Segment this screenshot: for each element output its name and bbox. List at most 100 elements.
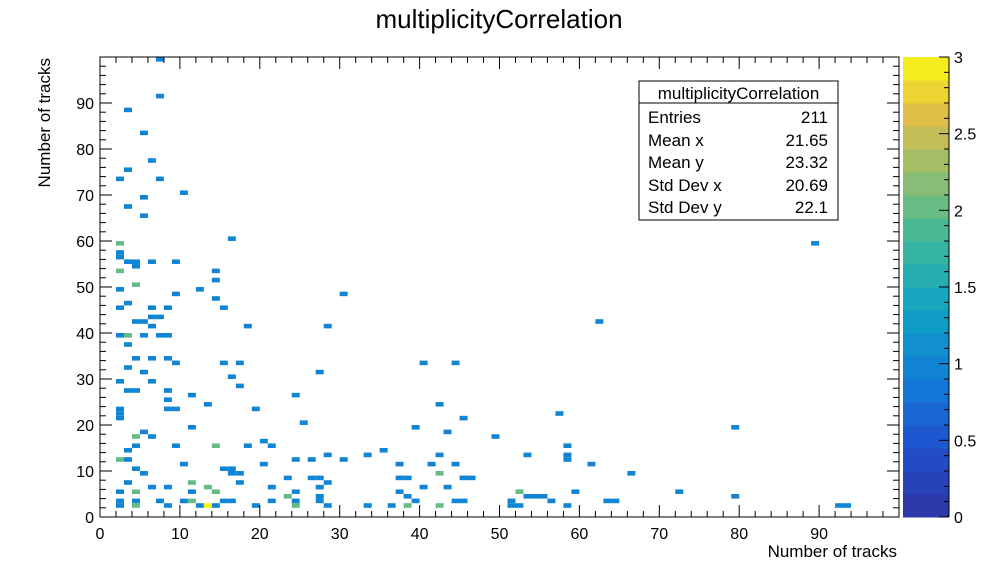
heatmap-bin <box>219 360 228 366</box>
heatmap-bin <box>235 360 244 366</box>
heatmap-bin <box>123 259 132 264</box>
heatmap-bin <box>523 452 532 458</box>
stats-label-std-dev-y: Std Dev y <box>648 198 722 217</box>
colorbar-tick-label: 3 <box>954 50 963 67</box>
heatmap-bin <box>147 434 156 439</box>
colorbar-segment <box>903 218 949 242</box>
heatmap-bin <box>259 461 268 467</box>
stats-value-std-dev-x: 20.69 <box>785 176 828 195</box>
colorbar-segment <box>903 471 949 495</box>
heatmap-bin <box>843 503 852 508</box>
heatmap-bin <box>147 379 156 384</box>
heatmap-bin <box>403 475 412 481</box>
colorbar-tick-label: 0.5 <box>954 433 976 450</box>
colorbar-tick-label: 2.5 <box>954 127 976 144</box>
heatmap-bin <box>155 57 164 62</box>
colorbar-segment <box>903 287 949 311</box>
stats-label-mean-x: Mean x <box>648 131 704 150</box>
heatmap-bin <box>315 475 324 481</box>
heatmap-bin <box>211 268 220 274</box>
heatmap-bin <box>195 503 204 508</box>
heatmap-bin <box>419 484 428 490</box>
heatmap-bin <box>139 213 148 218</box>
x-tick-label: 50 <box>491 526 509 543</box>
heatmap-bin <box>155 314 164 320</box>
heatmap-bin <box>243 323 252 329</box>
heatmap-bin <box>155 176 164 182</box>
heatmap-bin <box>163 406 172 412</box>
heatmap-bin <box>131 264 140 269</box>
heatmap-bin <box>315 484 324 490</box>
heatmap-bin <box>235 471 244 476</box>
heatmap-bin <box>123 448 132 453</box>
heatmap-bin <box>131 489 140 494</box>
heatmap-bin <box>315 369 324 375</box>
heatmap-bin <box>115 305 124 310</box>
heatmap-bin <box>163 484 172 490</box>
heatmap-bin <box>547 498 556 504</box>
bins-layer <box>115 57 852 508</box>
heatmap-bin <box>571 489 580 494</box>
colorbar-segment <box>903 310 949 334</box>
heatmap-bin <box>131 319 140 324</box>
heatmap-bin <box>627 471 636 476</box>
heatmap-bin <box>451 498 460 504</box>
y-axis-ticks <box>100 56 899 518</box>
heatmap-bin <box>219 498 228 504</box>
heatmap-bin <box>467 475 476 481</box>
heatmap-bin <box>323 452 332 458</box>
heatmap-bin <box>675 489 684 494</box>
heatmap-bin <box>155 93 164 99</box>
heatmap-bin <box>283 475 292 481</box>
heatmap-bin <box>139 333 148 338</box>
heatmap-bin <box>731 494 740 499</box>
heatmap-bin <box>131 498 140 504</box>
heatmap-bin <box>419 360 428 366</box>
heatmap-bin <box>531 494 540 499</box>
stats-value-entries: 211 <box>801 108 828 127</box>
heatmap-bin <box>835 503 844 508</box>
heatmap-bin <box>435 503 444 508</box>
heatmap-bin <box>115 406 124 412</box>
heatmap-bin <box>539 494 548 499</box>
heatmap-bin <box>459 415 468 421</box>
colorbar-tick-label: 1 <box>954 357 963 374</box>
x-tick-label: 30 <box>331 526 349 543</box>
colorbar-ticks: 0 0.5 1 1.5 2 2.5 3 <box>939 50 976 527</box>
heatmap-bin <box>211 296 220 301</box>
heatmap-bin <box>123 342 132 347</box>
stats-box: multiplicityCorrelation Entries 211 Mean… <box>638 80 839 221</box>
x-tick-label: 0 <box>96 526 105 543</box>
heatmap-bin <box>171 291 180 297</box>
heatmap-bin <box>427 461 436 467</box>
heatmap-bin <box>139 369 148 375</box>
heatmap-bin <box>595 319 604 324</box>
colorbar-segment <box>903 356 949 380</box>
heatmap-bin <box>115 287 124 292</box>
y-tick-label: 0 <box>85 510 94 527</box>
heatmap-bin <box>163 333 172 338</box>
colorbar-segment <box>903 57 949 81</box>
heatmap-bin <box>395 489 404 494</box>
heatmap-bin <box>147 259 156 264</box>
heatmap-bin <box>163 305 172 310</box>
stats-box-frame <box>638 80 839 221</box>
heatmap-bin <box>139 319 148 324</box>
colorbar-segment <box>903 264 949 288</box>
heatmap-bin <box>363 452 372 458</box>
heatmap-bin <box>131 434 140 439</box>
heatmap-bin <box>115 415 124 421</box>
heatmap-bin <box>115 254 124 260</box>
heatmap-bin <box>227 236 236 241</box>
colorbar-tick-label: 0 <box>954 510 963 527</box>
heatmap-bin <box>363 503 372 508</box>
heatmap-bin <box>115 241 124 246</box>
heatmap-bin <box>323 503 332 508</box>
heatmap-bin <box>187 498 196 504</box>
heatmap-bin <box>123 480 132 485</box>
y-tick-label: 40 <box>76 326 94 343</box>
heatmap-bin <box>195 287 204 292</box>
y-tick-label: 30 <box>76 372 94 389</box>
y-tick-label: 50 <box>76 280 94 297</box>
